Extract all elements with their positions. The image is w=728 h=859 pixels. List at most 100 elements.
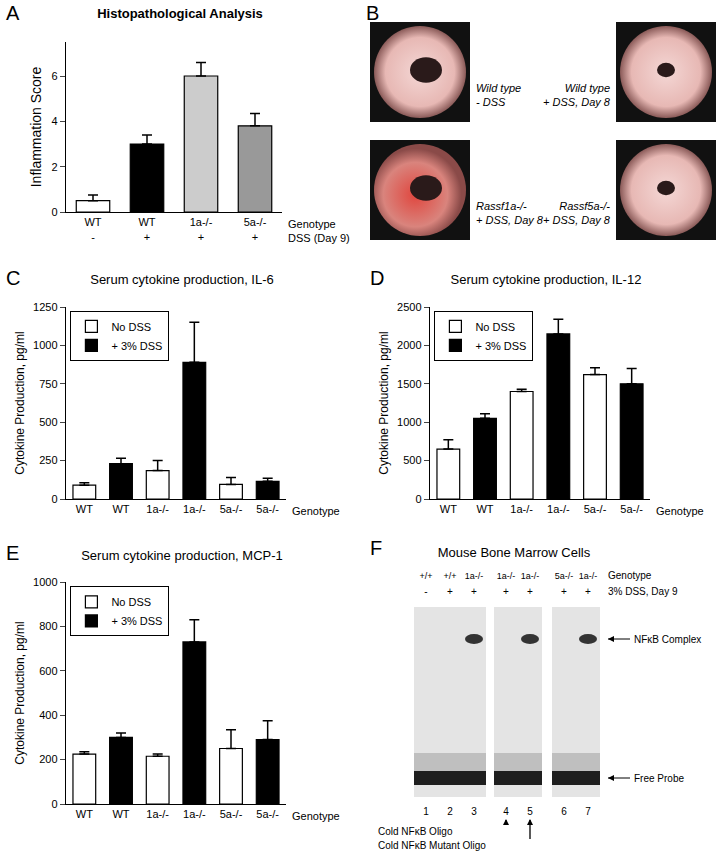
svg-text:WT: WT (476, 503, 493, 515)
svg-text:+ DSS, Day 8: + DSS, Day 8 (543, 96, 611, 108)
svg-text:+: + (471, 586, 477, 597)
svg-text:4: 4 (51, 115, 57, 127)
svg-text:2: 2 (51, 161, 57, 173)
svg-text:Cold NFκB Oligo: Cold NFκB Oligo (378, 826, 453, 837)
svg-text:5a-/-: 5a-/- (220, 808, 243, 820)
svg-text:500: 500 (39, 416, 57, 428)
svg-text:+ DSS, Day 8: + DSS, Day 8 (543, 214, 611, 226)
svg-text:Serum cytokine production, IL-: Serum cytokine production, IL-12 (451, 272, 642, 287)
svg-text:+: + (447, 586, 453, 597)
svg-text:Genotype: Genotype (292, 810, 340, 822)
svg-text:6: 6 (51, 70, 57, 82)
svg-text:Rassf5a-/-: Rassf5a-/- (559, 200, 610, 212)
svg-text:500: 500 (403, 454, 421, 466)
svg-text:1000: 1000 (397, 416, 421, 428)
svg-text:0: 0 (415, 493, 421, 505)
svg-text:+ DSS, Day 8: + DSS, Day 8 (476, 214, 544, 226)
svg-text:1000: 1000 (33, 339, 57, 351)
svg-text:1a-/-: 1a-/- (183, 503, 206, 515)
svg-text:1a-/-: 1a-/- (521, 571, 540, 581)
svg-text:+ 3% DSS: + 3% DSS (475, 340, 526, 352)
svg-text:WT: WT (76, 503, 93, 515)
svg-text:750: 750 (39, 378, 57, 390)
html-text:C: C (6, 267, 21, 289)
svg-text:WT: WT (112, 808, 129, 820)
svg-text:Cytokine Production, pg/ml: Cytokine Production, pg/ml (377, 331, 391, 474)
svg-text:1000: 1000 (33, 576, 57, 588)
svg-text:7: 7 (585, 806, 591, 817)
svg-text:+/+: +/+ (419, 571, 432, 581)
svg-text:+: + (561, 586, 567, 597)
svg-text:Free Probe: Free Probe (634, 773, 684, 784)
svg-text:5a-/-: 5a-/- (256, 503, 279, 515)
svg-text:400: 400 (39, 709, 57, 721)
svg-text:Wild type: Wild type (476, 82, 521, 94)
svg-text:1a-/-: 1a-/- (146, 503, 169, 515)
svg-text:-: - (424, 586, 427, 597)
svg-text:WT+: WT+ (138, 216, 155, 242)
svg-text:3: 3 (471, 806, 477, 817)
svg-text:5a-/-: 5a-/- (256, 808, 279, 820)
svg-text:+: + (503, 586, 509, 597)
svg-text:5: 5 (527, 806, 533, 817)
svg-text:Histopathological Analysis: Histopathological Analysis (97, 6, 263, 21)
svg-text:1a-/-: 1a-/- (579, 571, 598, 581)
svg-text:Wild type: Wild type (565, 82, 610, 94)
svg-text:+ 3% DSS: + 3% DSS (111, 615, 162, 627)
svg-text:2000: 2000 (397, 339, 421, 351)
svg-text:1a-/-: 1a-/- (547, 503, 570, 515)
svg-text:Cytokine Production, pg/ml: Cytokine Production, pg/ml (13, 331, 27, 474)
svg-text:No DSS: No DSS (111, 321, 151, 333)
svg-text:Serum cytokine production, IL-: Serum cytokine production, IL-6 (90, 272, 274, 287)
svg-text:Genotype: Genotype (288, 218, 336, 230)
svg-text:200: 200 (39, 753, 57, 765)
svg-text:0: 0 (51, 493, 57, 505)
svg-text:WT-: WT- (84, 216, 101, 242)
svg-text:2: 2 (447, 806, 453, 817)
svg-text:3% DSS, Day 9: 3% DSS, Day 9 (608, 586, 678, 597)
svg-text:WT: WT (440, 503, 457, 515)
svg-text:1a-/-: 1a-/- (146, 808, 169, 820)
svg-text:800: 800 (39, 620, 57, 632)
svg-text:1a-/-: 1a-/- (465, 571, 484, 581)
svg-text:WT: WT (76, 808, 93, 820)
svg-text:5a-/-: 5a-/- (584, 503, 607, 515)
svg-text:No DSS: No DSS (475, 321, 515, 333)
svg-text:0: 0 (51, 206, 57, 218)
svg-text:Rassf1a-/-: Rassf1a-/- (476, 200, 527, 212)
svg-text:WT: WT (112, 503, 129, 515)
svg-text:+: + (585, 586, 591, 597)
svg-text:5a-/-+: 5a-/-+ (244, 216, 267, 242)
svg-text:Inflammation Score: Inflammation Score (28, 66, 44, 187)
svg-text:Cytokine Production, pg/ml: Cytokine Production, pg/ml (13, 621, 27, 764)
svg-text:Genotype: Genotype (292, 505, 340, 517)
svg-text:Genotype: Genotype (656, 505, 704, 517)
svg-text:+/+: +/+ (443, 571, 456, 581)
svg-text:1: 1 (423, 806, 429, 817)
svg-text:Genotype: Genotype (608, 570, 652, 581)
svg-text:DSS (Day 9): DSS (Day 9) (288, 232, 350, 244)
svg-text:1a-/-: 1a-/- (497, 571, 516, 581)
svg-text:250: 250 (39, 454, 57, 466)
svg-text:5a-/-: 5a-/- (220, 503, 243, 515)
svg-text:1a-/-: 1a-/- (183, 808, 206, 820)
svg-text:600: 600 (39, 665, 57, 677)
svg-text:6: 6 (561, 806, 567, 817)
svg-text:Serum cytokine production, MCP: Serum cytokine production, MCP-1 (81, 548, 283, 563)
svg-text:1250: 1250 (33, 301, 57, 313)
svg-text:No DSS: No DSS (111, 596, 151, 608)
svg-text:1a-/-+: 1a-/-+ (190, 216, 213, 242)
svg-text:Cold NFκB Mutant Oligo: Cold NFκB Mutant Oligo (378, 840, 486, 851)
svg-text:5a-/-: 5a-/- (555, 571, 574, 581)
svg-text:2500: 2500 (397, 301, 421, 313)
svg-text:0: 0 (51, 798, 57, 810)
svg-text:5a-/-: 5a-/- (620, 503, 643, 515)
svg-text:Mouse Bone Marrow Cells: Mouse Bone Marrow Cells (438, 545, 591, 560)
svg-text:+: + (527, 586, 533, 597)
svg-text:1a-/-: 1a-/- (510, 503, 533, 515)
svg-text:- DSS: - DSS (476, 96, 506, 108)
svg-text:NFκB Complex: NFκB Complex (634, 634, 701, 645)
svg-text:1500: 1500 (397, 378, 421, 390)
svg-text:4: 4 (503, 806, 509, 817)
svg-text:+ 3% DSS: + 3% DSS (111, 340, 162, 352)
